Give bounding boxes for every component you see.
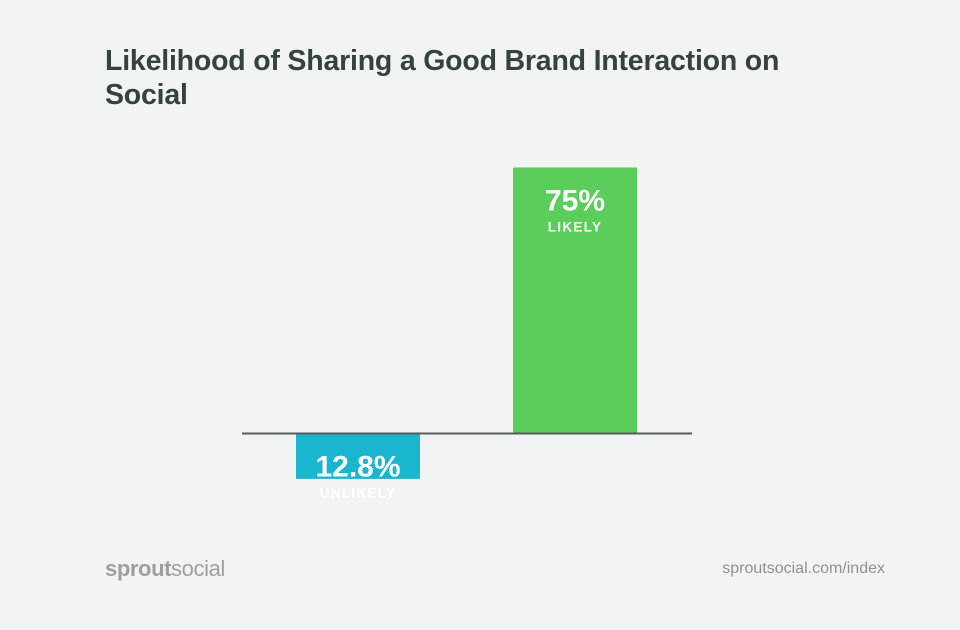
chart-title: Likelihood of Sharing a Good Brand Inter… bbox=[105, 45, 780, 111]
bar-value-label: 75% bbox=[545, 185, 605, 218]
bar-likely bbox=[513, 167, 637, 434]
source-url: sproutsocial.com/index bbox=[722, 560, 885, 577]
bar-unlikely bbox=[296, 433, 420, 479]
brand-logo-regular: social bbox=[171, 556, 225, 581]
bar-value-label: 12.8% bbox=[315, 451, 400, 484]
bar-category-label: UNLIKELY bbox=[320, 486, 397, 501]
brand-logo-bold: sprout bbox=[105, 556, 172, 581]
bar-category-label: LIKELY bbox=[548, 220, 603, 235]
brand-logo: sproutsocial bbox=[105, 556, 225, 582]
